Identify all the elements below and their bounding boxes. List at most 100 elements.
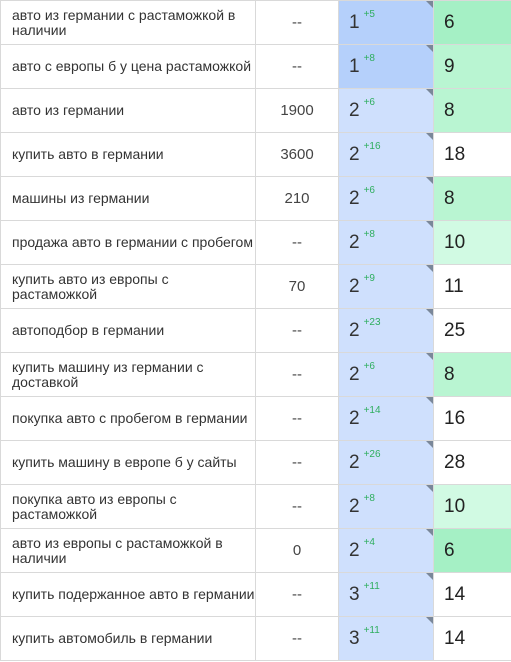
table-row[interactable]: авто из европы с растаможкой в наличии 0 2… [0, 528, 511, 573]
best-position-cell[interactable]: 2 +6 [338, 176, 434, 221]
keyword-cell[interactable]: купить машину из германии с доставкой [0, 352, 256, 397]
search-volume-cell: -- [255, 44, 339, 89]
keyword-cell[interactable]: купить подержанное авто в германии [0, 572, 256, 617]
best-position-cell[interactable]: 2 +8 [338, 484, 434, 529]
best-position-cell[interactable]: 2 +23 [338, 308, 434, 353]
search-volume-cell: -- [255, 572, 339, 617]
position-value: 2 [349, 143, 360, 165]
best-position-cell[interactable]: 2 +8 [338, 220, 434, 265]
table-row[interactable]: авто с европы б у цена растаможкой -- 1 +8 9 [0, 44, 511, 89]
current-position-cell[interactable]: 6 [433, 0, 511, 45]
keyword-cell[interactable]: машины из германии [0, 176, 256, 221]
table-row[interactable]: машины из германии 210 2 +6 8 [0, 176, 511, 221]
best-position-cell[interactable]: 2 +16 [338, 132, 434, 177]
best-position-cell[interactable]: 2 +4 [338, 528, 434, 573]
search-volume-cell: -- [255, 396, 339, 441]
position-value: 1 [349, 55, 360, 77]
keyword-cell[interactable]: купить авто в германии [0, 132, 256, 177]
search-volume-cell: 0 [255, 528, 339, 573]
keyword-cell[interactable]: авто с европы б у цена растаможкой [0, 44, 256, 89]
current-position-cell[interactable]: 16 [433, 396, 511, 441]
position-change: +8 [363, 53, 375, 65]
position-value: 2 [349, 319, 360, 341]
best-position-cell[interactable]: 3 +11 [338, 616, 434, 661]
keyword-cell[interactable]: продажа авто в германии с пробегом [0, 220, 256, 265]
position-value: 3 [349, 583, 360, 605]
keyword-cell[interactable]: авто из германии с растаможкой в наличии [0, 0, 256, 45]
keyword-cell[interactable]: покупка авто из европы с растаможкой [0, 484, 256, 529]
position-change: +23 [363, 317, 381, 329]
best-position-cell[interactable]: 3 +11 [338, 572, 434, 617]
table-row[interactable]: купить подержанное авто в германии -- 3 +11… [0, 572, 511, 617]
current-position-cell[interactable]: 8 [433, 352, 511, 397]
table-row[interactable]: продажа авто в германии с пробегом -- 2 +8 1… [0, 220, 511, 265]
note-corner-icon [426, 353, 433, 360]
search-volume-cell: 70 [255, 264, 339, 309]
keyword-cell[interactable]: авто из германии [0, 88, 256, 133]
current-position-cell[interactable]: 14 [433, 572, 511, 617]
search-volume-cell: -- [255, 308, 339, 353]
table-row[interactable]: покупка авто с пробегом в германии -- 2 +14… [0, 396, 511, 441]
table-row[interactable]: купить машину в европе б у сайты -- 2 +26 28 [0, 440, 511, 485]
keyword-cell[interactable]: купить автомобиль в германии [0, 616, 256, 661]
table-row[interactable]: купить авто в германии 3600 2 +16 18 [0, 132, 511, 177]
search-volume-cell: -- [255, 484, 339, 529]
note-corner-icon [426, 221, 433, 228]
position-change: +9 [363, 273, 375, 285]
position-value: 2 [349, 407, 360, 429]
table-row[interactable]: автоподбор в германии -- 2 +23 25 [0, 308, 511, 353]
position-change: +14 [363, 405, 381, 417]
note-corner-icon [426, 309, 433, 316]
current-position-cell[interactable]: 8 [433, 176, 511, 221]
best-position-cell[interactable]: 2 +6 [338, 88, 434, 133]
current-position-cell[interactable]: 10 [433, 484, 511, 529]
best-position-cell[interactable]: 1 +5 [338, 0, 434, 45]
current-position-cell[interactable]: 14 [433, 616, 511, 661]
keyword-cell[interactable]: автоподбор в германии [0, 308, 256, 353]
current-position-cell[interactable]: 8 [433, 88, 511, 133]
position-value: 2 [349, 451, 360, 473]
position-change: +5 [363, 9, 375, 21]
search-volume-cell: -- [255, 352, 339, 397]
note-corner-icon [426, 485, 433, 492]
position-value: 2 [349, 187, 360, 209]
keyword-cell[interactable]: купить машину в европе б у сайты [0, 440, 256, 485]
best-position-cell[interactable]: 2 +9 [338, 264, 434, 309]
table-row[interactable]: купить машину из германии с доставкой -- 2… [0, 352, 511, 397]
table-row[interactable]: авто из германии 1900 2 +6 8 [0, 88, 511, 133]
position-value: 2 [349, 231, 360, 253]
table-row[interactable]: покупка авто из европы с растаможкой -- 2 +… [0, 484, 511, 529]
search-volume-cell: 210 [255, 176, 339, 221]
note-corner-icon [426, 177, 433, 184]
note-corner-icon [426, 441, 433, 448]
best-position-cell[interactable]: 2 +6 [338, 352, 434, 397]
search-volume-cell: -- [255, 616, 339, 661]
note-corner-icon [426, 397, 433, 404]
search-volume-cell: -- [255, 440, 339, 485]
current-position-cell[interactable]: 9 [433, 44, 511, 89]
keyword-cell[interactable]: авто из европы с растаможкой в наличии [0, 528, 256, 573]
current-position-cell[interactable]: 28 [433, 440, 511, 485]
position-change: +4 [363, 537, 375, 549]
table-row[interactable]: купить авто из европы с растаможкой 70 2 +9… [0, 264, 511, 309]
table-row[interactable]: авто из германии с растаможкой в наличии… [0, 0, 511, 45]
keyword-cell[interactable]: покупка авто с пробегом в германии [0, 396, 256, 441]
search-volume-cell: 1900 [255, 88, 339, 133]
best-position-cell[interactable]: 2 +26 [338, 440, 434, 485]
current-position-cell[interactable]: 25 [433, 308, 511, 353]
table-row[interactable]: купить автомобиль в германии -- 3 +11 14 [0, 616, 511, 661]
best-position-cell[interactable]: 1 +8 [338, 44, 434, 89]
best-position-cell[interactable]: 2 +14 [338, 396, 434, 441]
position-value: 3 [349, 627, 360, 649]
current-position-cell[interactable]: 10 [433, 220, 511, 265]
current-position-cell[interactable]: 6 [433, 528, 511, 573]
keyword-cell[interactable]: купить авто из европы с растаможкой [0, 264, 256, 309]
note-corner-icon [426, 89, 433, 96]
position-value: 1 [349, 11, 360, 33]
position-value: 2 [349, 275, 360, 297]
current-position-cell[interactable]: 18 [433, 132, 511, 177]
current-position-cell[interactable]: 11 [433, 264, 511, 309]
note-corner-icon [426, 1, 433, 8]
position-value: 2 [349, 539, 360, 561]
